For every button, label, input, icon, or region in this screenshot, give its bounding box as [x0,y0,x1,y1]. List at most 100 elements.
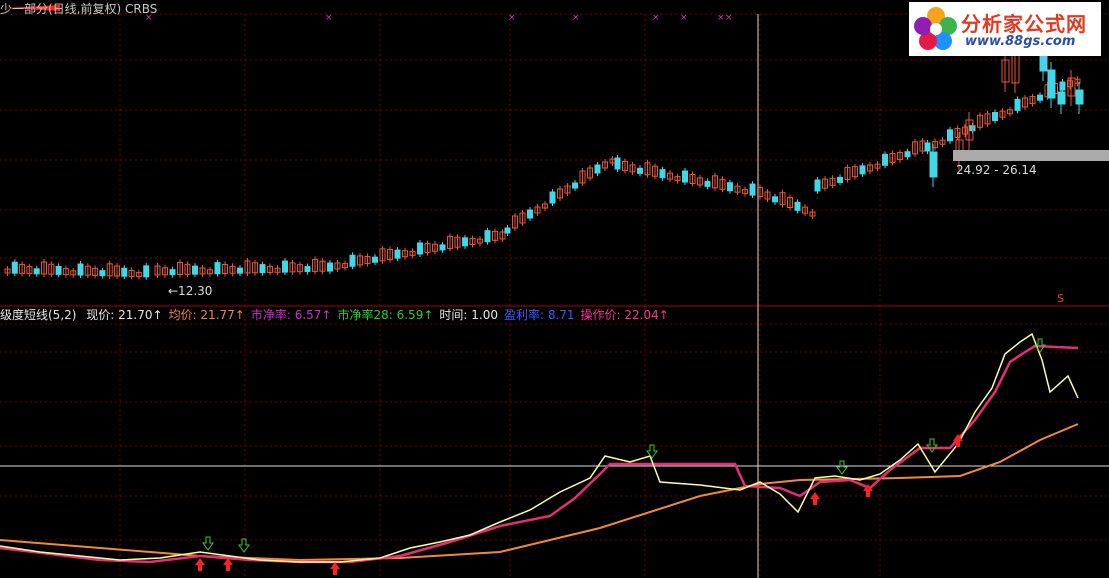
candle-body [1057,91,1066,105]
candle-body [889,152,896,163]
range-label: 24.92 - 26.14 [956,163,1037,177]
candle-body [682,170,688,183]
top-mark: × [717,13,725,23]
candle-body [1067,77,1076,97]
candle-body [1037,94,1043,101]
indicator-fields: 现价: 21.70↑ 均价: 21.77↑ 市净率: 6.57↑ 市净率28: 6.5… [80,308,669,322]
candle-body [394,249,401,259]
candle-body [379,248,386,262]
price-tag-bar [953,150,1109,161]
candle-body [41,261,47,275]
sell-arrow-icon [646,444,658,459]
candle-body [84,265,91,276]
candle-body [252,262,258,274]
indicator-header: 级度短线(5,2) 现价: 21.70↑ 均价: 21.77↑ 市净率: 6.57↑… [0,306,669,324]
candle-body [904,151,911,158]
candle-body [954,127,961,138]
candle-body [282,260,288,273]
buy-arrow-icon [810,492,820,505]
indicator-field: 市净率: 6.57↑ [250,308,332,322]
indicator-field: 盈利率: 8.71 [503,308,575,322]
candle-body [757,187,763,198]
indicator-field: 市净率28: 6.59↑ [337,308,434,322]
buy-arrow-icon [223,558,233,571]
candle-body [417,242,423,255]
candle-body [402,250,408,258]
top-mark: × [680,13,688,23]
candle-body [572,182,578,189]
candle-body [409,250,416,256]
candle-body [274,267,281,273]
candle-body [977,114,983,128]
top-mark: × [325,13,333,23]
sell-arrow-icon [202,536,214,551]
candle-body [55,265,62,275]
candle-body [1001,59,1010,83]
watermark-logo: 分析家公式网 www.88gs.com [909,2,1101,56]
candle-body [364,256,371,265]
candle-body [549,191,556,204]
candle-body [512,215,518,229]
candle-body [357,255,363,266]
candle-body [527,209,533,219]
candle-body [874,163,881,169]
candle-body [312,258,318,272]
candle-body [177,261,183,275]
top-mark: × [145,13,153,23]
candle-body [469,237,476,245]
candle-body [92,267,99,276]
candle-body [121,267,128,277]
candle-body [169,269,176,276]
indicator-name: 级度短线(5,2) [0,308,77,322]
candle-body [154,265,161,276]
candle-body [1047,69,1056,99]
candle-body [1039,54,1048,72]
candle-body [924,142,931,152]
buy-arrow-icon [953,434,963,447]
candle-body [424,243,431,254]
candle-body [962,126,968,135]
top-mark: × [508,13,516,23]
candle-body [689,173,696,184]
candle-body [499,231,506,240]
candle-body [629,164,636,173]
candle-body [1014,98,1021,111]
buy-arrow-icon [330,562,340,575]
candle-body [477,238,483,244]
candle-body [882,153,888,166]
candle-body [327,262,333,272]
sell-arrow-icon [926,438,938,453]
candle-body [802,206,808,214]
candle-body [1007,109,1013,115]
candle-body [135,272,142,278]
candle-body [764,191,771,200]
candle-body [432,243,438,252]
candle-body [244,260,251,274]
window-title-text: 少一部分(日线,前复权) CRBS [0,2,158,16]
candle-body [77,263,84,276]
candle-body [742,189,748,195]
candle-body [809,211,816,217]
candle-body [1059,81,1066,91]
avg-line [0,423,1079,562]
candle-body [602,161,608,169]
candle-body [859,165,866,175]
candle-body [162,267,168,276]
candle-body [867,164,873,172]
candle-body [557,188,563,199]
candle-body [837,176,843,183]
candle-body [844,167,851,181]
candle-body [712,175,718,189]
candle-body [644,162,651,176]
candle-body [734,185,741,193]
candle-body [614,157,621,170]
candle-body [594,164,601,174]
sell-arrow-icon [1034,338,1046,353]
candle-body [794,201,801,211]
candle-body [222,263,228,274]
candle-body [667,172,673,180]
candle-body [184,263,191,275]
window-title: 少一部分(日线,前复权) CRBS [0,0,157,17]
